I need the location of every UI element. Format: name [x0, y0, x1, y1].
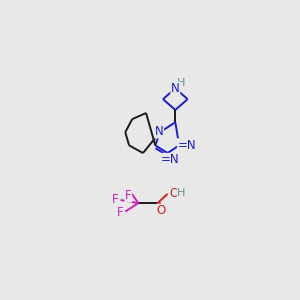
- Text: F: F: [117, 206, 123, 219]
- Text: =N: =N: [178, 139, 196, 152]
- Text: H: H: [176, 78, 185, 88]
- Text: F: F: [112, 193, 119, 206]
- Text: F: F: [125, 189, 132, 202]
- Text: =N: =N: [160, 154, 179, 166]
- Text: O: O: [157, 204, 166, 217]
- Text: H: H: [177, 188, 186, 198]
- Text: O: O: [169, 187, 178, 200]
- Text: N: N: [155, 125, 164, 138]
- Text: N: N: [171, 82, 180, 95]
